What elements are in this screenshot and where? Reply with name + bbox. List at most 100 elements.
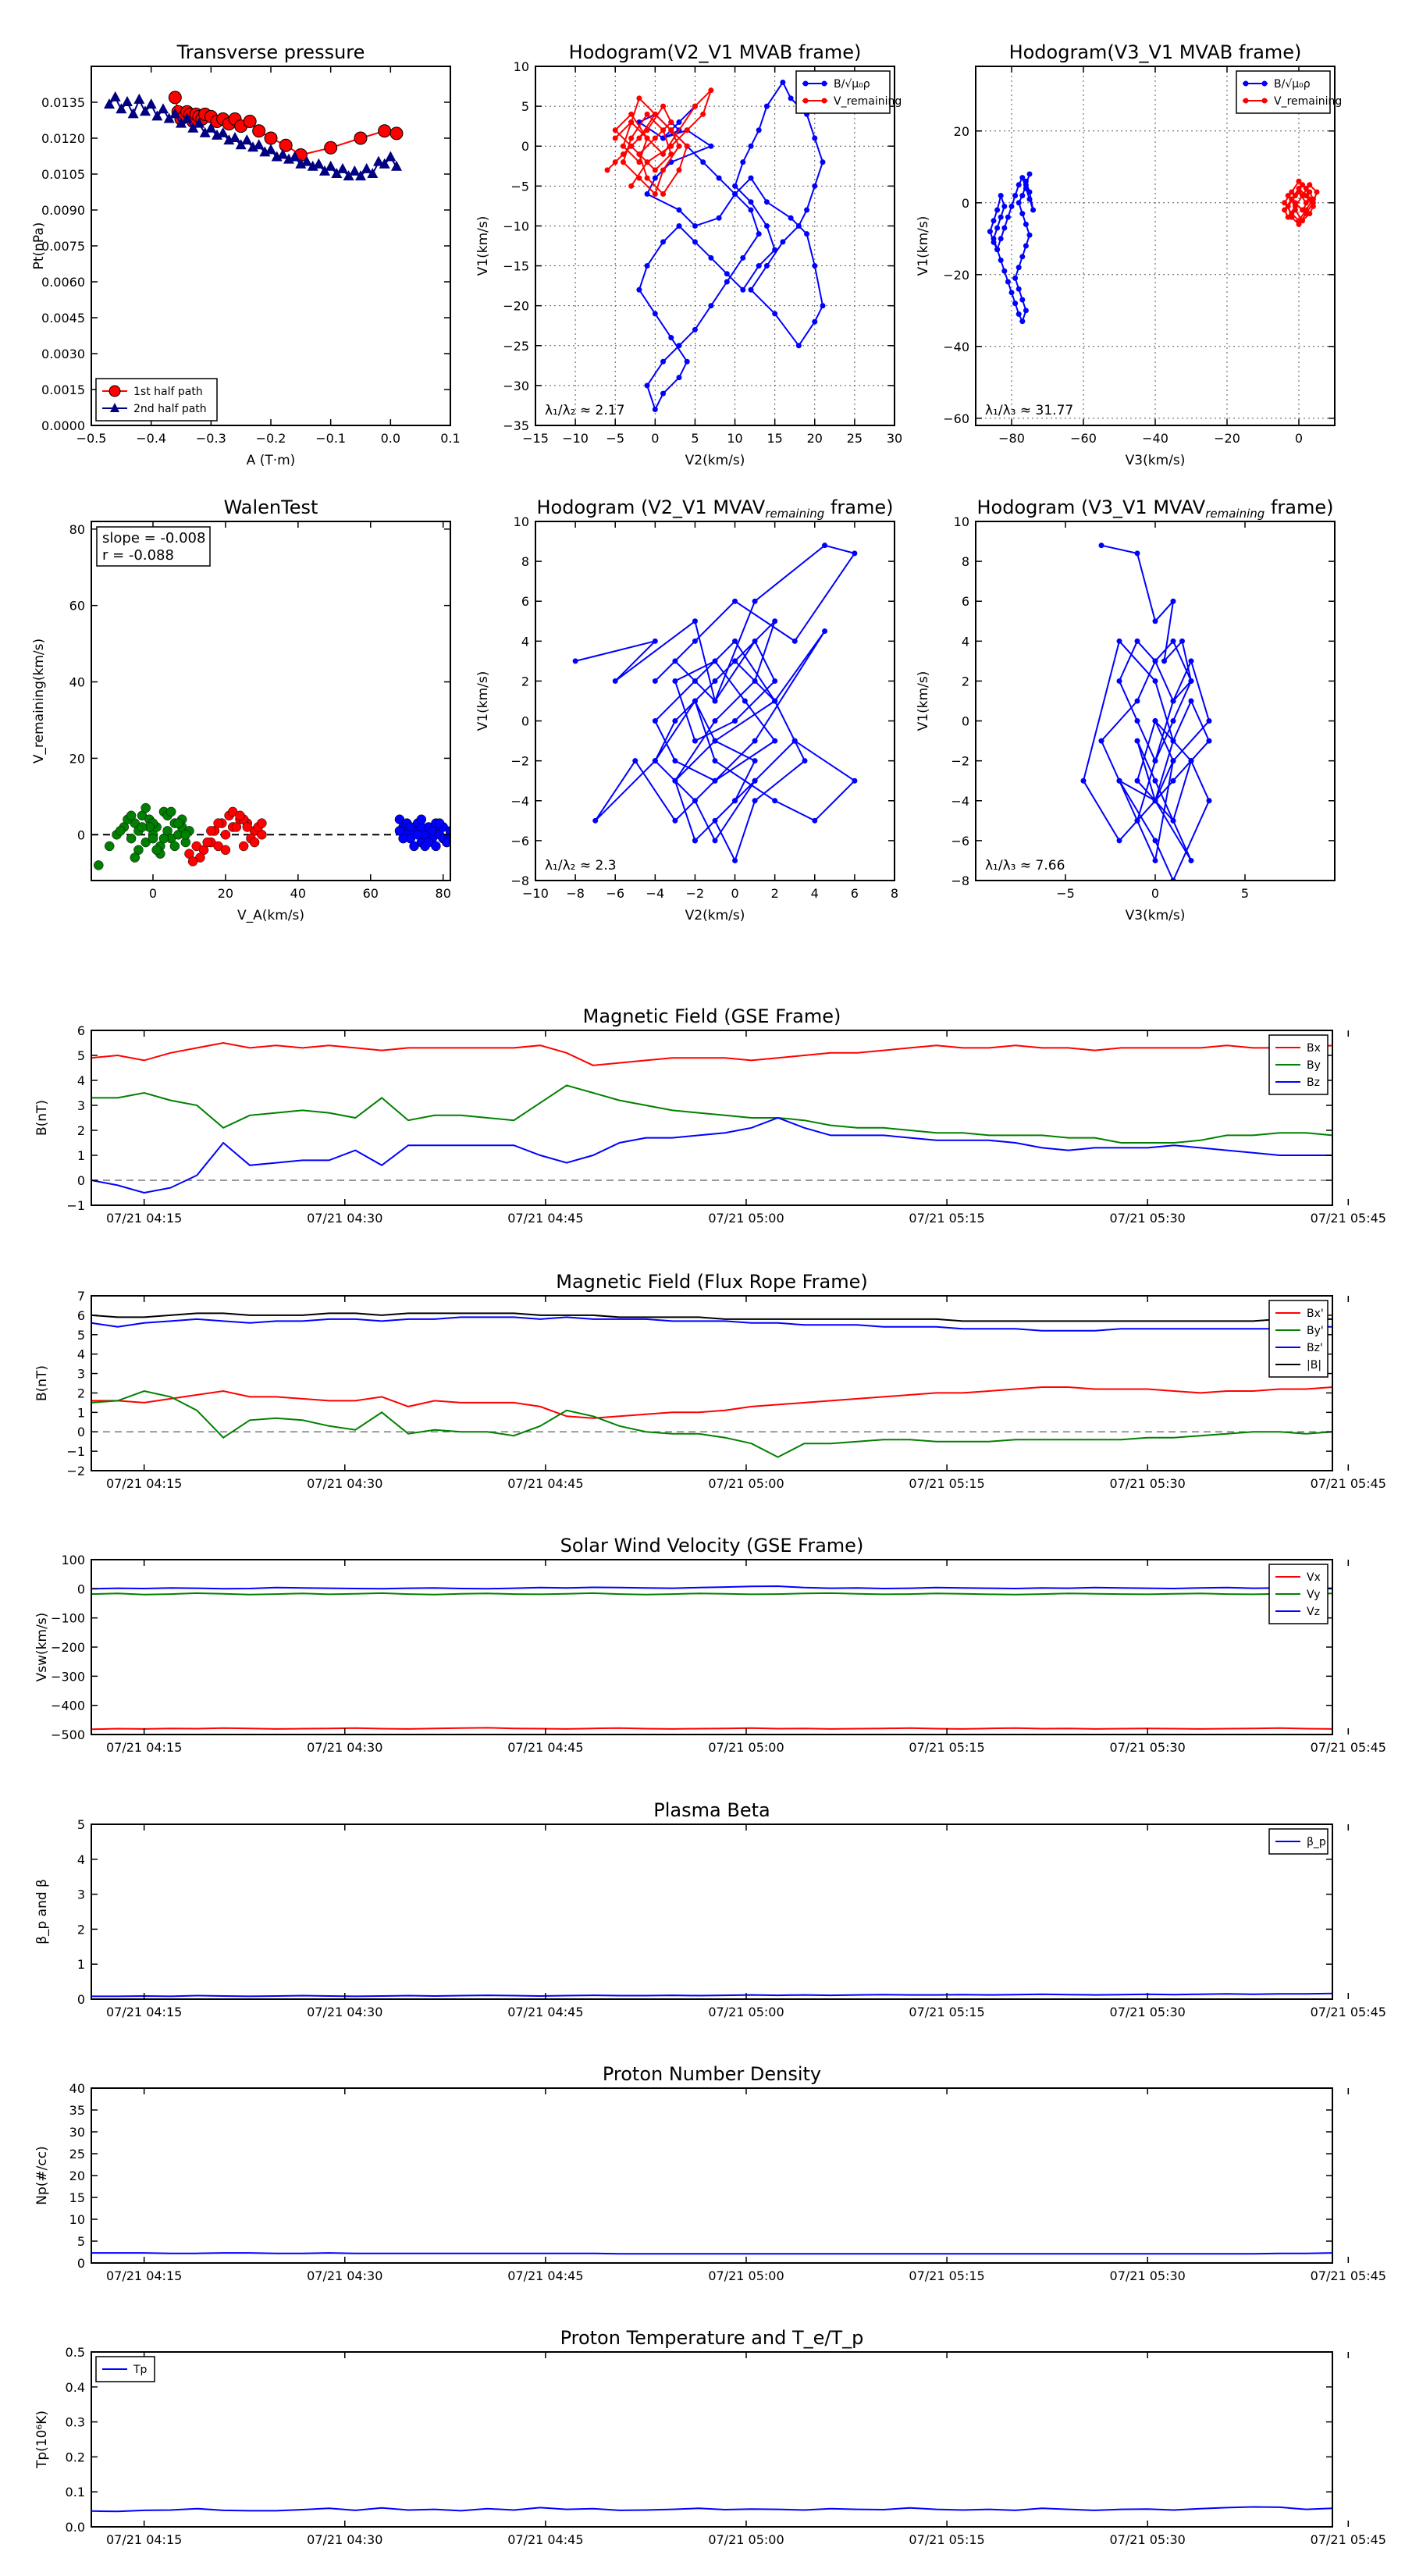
annotation-text: r = -0.088	[102, 547, 174, 564]
x-tick-label: 07/21 05:45	[1311, 1211, 1386, 1226]
data-point	[126, 833, 137, 844]
data-point	[385, 151, 397, 162]
x-tick-label: −60	[1070, 431, 1097, 446]
x-tick-label: 07/21 05:00	[708, 2005, 784, 2019]
y-tick-label: 6	[521, 594, 529, 609]
data-point	[1134, 738, 1140, 744]
y-axis-label: Tp(10⁶K)	[34, 2411, 50, 2469]
chart-title: Plasma Beta	[653, 1799, 770, 1821]
y-tick-label: 25	[69, 2147, 85, 2161]
x-tick-label: −80	[998, 431, 1025, 446]
y-axis-label: V1(km/s)	[475, 216, 491, 276]
y-tick-label: 0	[77, 1425, 85, 1439]
data-point	[151, 110, 163, 121]
y-tick-label: 0.4	[66, 2380, 85, 2395]
x-tick-label: 07/21 05:15	[909, 2005, 984, 2019]
x-tick-label: 07/21 05:45	[1311, 1476, 1386, 1491]
x-tick-label: 07/21 05:00	[708, 2268, 784, 2283]
data-point	[434, 818, 445, 828]
data-point	[684, 143, 690, 149]
data-point	[572, 658, 578, 664]
y-tick-label: 40	[69, 2081, 85, 2096]
y-tick-label: −25	[503, 339, 529, 354]
data-point	[148, 833, 158, 844]
data-point	[780, 79, 786, 85]
legend-marker	[1261, 80, 1268, 87]
data-point	[168, 91, 182, 105]
data-point	[692, 698, 698, 704]
legend-label: B/√μ₀ρ	[834, 78, 870, 91]
y-tick-label: 5	[77, 2234, 85, 2249]
data-point	[367, 168, 379, 178]
x-tick-label: 0	[149, 886, 157, 901]
data-point	[409, 841, 419, 852]
data-point	[620, 151, 626, 157]
data-point	[1170, 738, 1176, 744]
data-point	[628, 183, 635, 189]
data-point	[1285, 214, 1291, 220]
data-point	[756, 263, 762, 269]
data-point	[812, 817, 818, 824]
data-point	[1285, 203, 1291, 209]
data-point	[592, 817, 599, 824]
y-tick-label: 5	[521, 99, 529, 114]
series-line	[637, 80, 824, 412]
x-tick-label: −0.1	[315, 431, 346, 446]
data-point	[740, 286, 746, 293]
x-tick-label: 0	[1295, 431, 1303, 446]
x-tick-label: 07/21 05:30	[1110, 1211, 1186, 1226]
y-tick-label: 6	[77, 1023, 85, 1038]
data-point	[644, 191, 650, 197]
data-point	[206, 826, 216, 836]
data-point	[1152, 838, 1158, 844]
y-tick-label: 3	[77, 1098, 85, 1113]
data-point	[1008, 290, 1015, 296]
data-point	[692, 239, 698, 245]
data-point	[652, 167, 658, 173]
plot-area	[91, 1824, 1332, 1999]
data-point	[1307, 211, 1313, 217]
data-point	[644, 263, 650, 269]
data-point	[355, 170, 366, 181]
data-point	[1001, 203, 1008, 209]
data-point	[140, 105, 151, 116]
series-bz-	[91, 1316, 1332, 1332]
y-tick-label: 10	[69, 2212, 85, 2227]
series-1	[184, 806, 267, 866]
eigenvalue-ratio: λ₁/λ₃ ≈ 31.77	[985, 403, 1073, 418]
data-point	[652, 638, 658, 644]
x-tick-label: 6	[851, 886, 859, 901]
data-point	[301, 155, 312, 166]
data-point	[1170, 598, 1176, 604]
y-tick-label: 15	[69, 2190, 85, 2205]
data-point	[229, 132, 240, 142]
plot-content	[91, 1312, 1332, 1458]
data-point	[756, 231, 762, 237]
y-axis-label: Vsw(km/s)	[34, 1613, 50, 1682]
data-point	[257, 818, 267, 828]
legend-label: B/√μ₀ρ	[1274, 78, 1311, 91]
x-tick-label: 07/21 05:15	[909, 2532, 984, 2547]
data-point	[115, 826, 126, 836]
data-point	[812, 135, 818, 141]
data-point	[169, 841, 180, 852]
data-point	[732, 183, 738, 189]
magnetic-field-gse: 07/21 04:15 07/21 04:30 07/21 04:45 07/21 0…	[34, 1005, 1386, 1226]
data-point	[1001, 225, 1008, 231]
series-line	[91, 1389, 1332, 1458]
data-point	[620, 143, 626, 149]
series-0	[94, 802, 194, 870]
y-axis-label: V_remaining(km/s)	[31, 639, 47, 763]
data-point	[732, 638, 738, 644]
data-point	[652, 175, 658, 181]
x-tick-label: 07/21 04:30	[307, 2268, 382, 2283]
y-tick-label: 0	[521, 714, 529, 729]
data-point	[1188, 857, 1194, 863]
plot-content	[91, 1585, 1332, 1731]
legend-marker	[821, 98, 827, 104]
data-point	[756, 127, 762, 133]
x-tick-label: −0.4	[136, 431, 166, 446]
data-point	[742, 698, 748, 704]
data-point	[169, 108, 181, 119]
series--b-	[91, 1312, 1332, 1322]
